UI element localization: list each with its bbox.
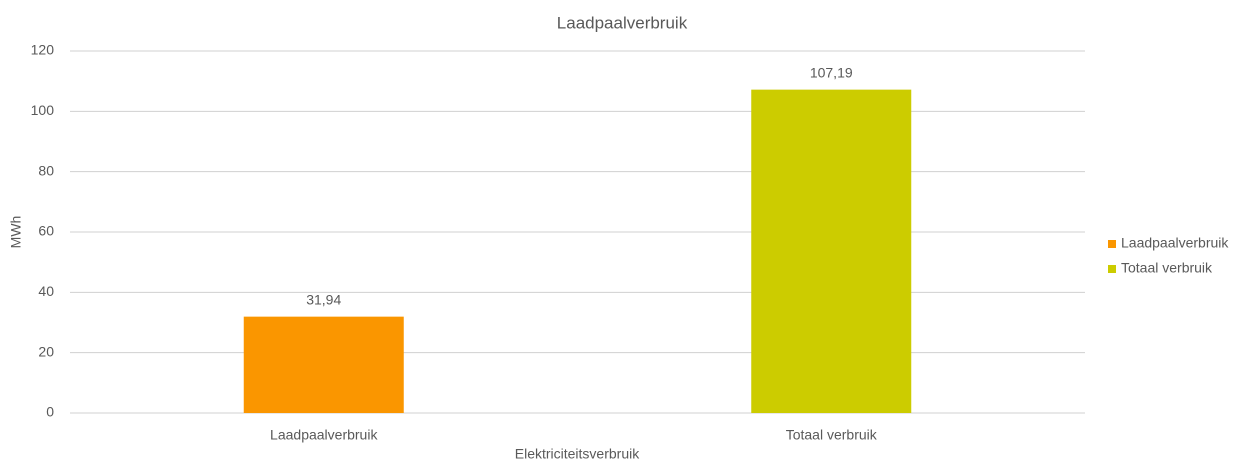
- legend-label: Laadpaalverbruik: [1121, 235, 1229, 251]
- y-tick-label: 80: [38, 162, 54, 178]
- bar: [243, 316, 404, 413]
- legend-swatch: [1108, 240, 1116, 248]
- data-label: 107,19: [810, 64, 853, 80]
- x-axis-label: Elektriciteitsverbruik: [515, 446, 640, 462]
- x-tick-label: Laadpaalverbruik: [270, 427, 378, 443]
- chart-title: Laadpaalverbruik: [557, 13, 688, 32]
- x-tick-label: Totaal verbruik: [786, 427, 878, 443]
- y-tick-label: 100: [31, 102, 55, 118]
- y-tick-label: 0: [46, 404, 54, 420]
- y-tick-label: 60: [38, 223, 54, 239]
- legend-label: Totaal verbruik: [1121, 260, 1213, 276]
- y-tick-label: 40: [38, 283, 54, 299]
- y-axis-label: MWh: [8, 216, 24, 249]
- data-label: 31,94: [306, 291, 341, 307]
- y-tick-label: 20: [38, 343, 54, 359]
- legend-swatch: [1108, 265, 1116, 273]
- bar: [751, 89, 912, 414]
- y-tick-label: 120: [31, 42, 55, 58]
